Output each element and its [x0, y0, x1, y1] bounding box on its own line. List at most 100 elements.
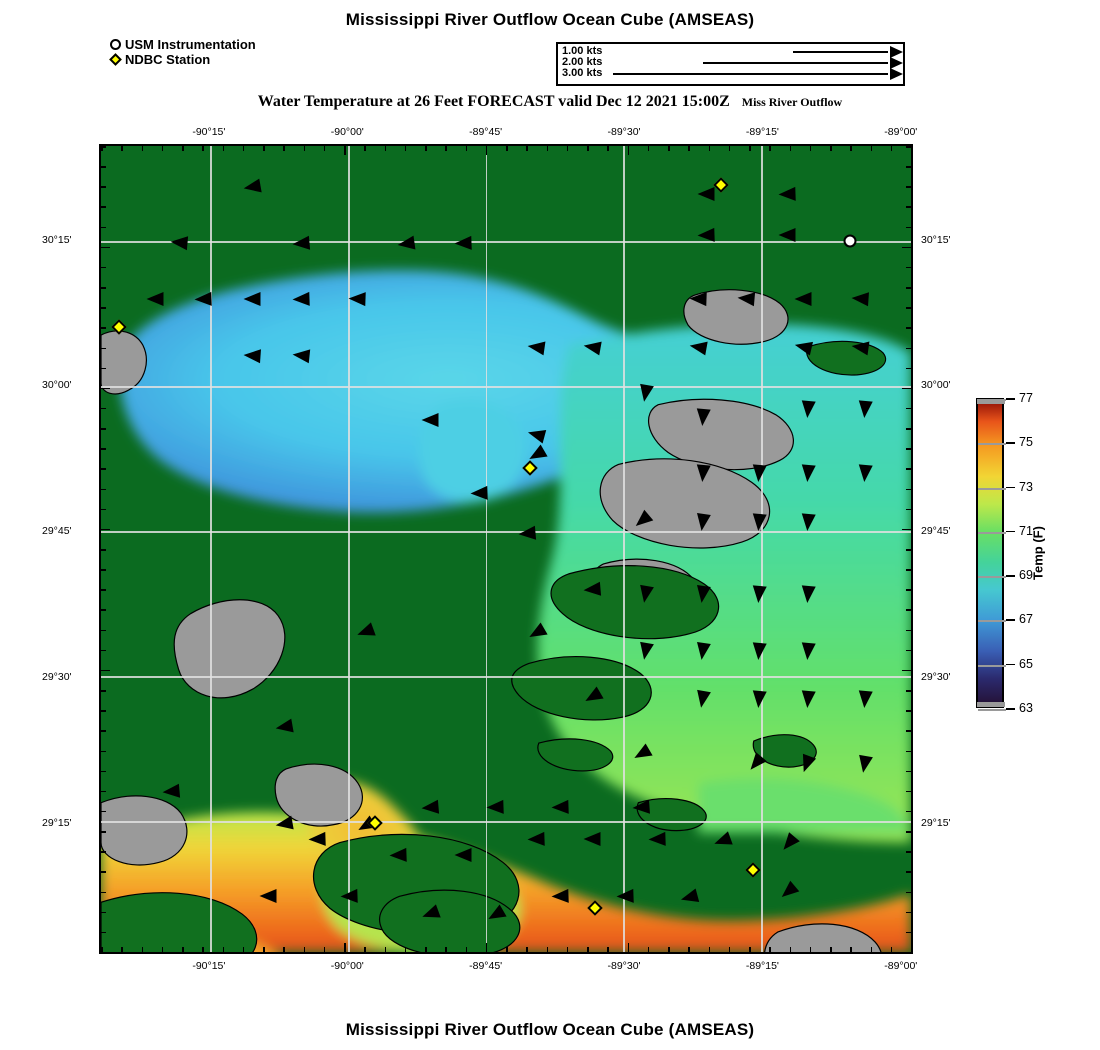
colorbar-label-77: 77	[1019, 391, 1033, 405]
map-tick-right-14	[906, 428, 911, 430]
map-tick-bottom-3	[161, 947, 164, 952]
map-tick-left-33	[101, 810, 106, 813]
colorbar-tickmark-65	[1006, 663, 1015, 666]
lat-label-left-3: 29°30'	[42, 670, 72, 683]
lat-label-right-1: 30°00'	[921, 379, 951, 392]
current-vector-arrow	[636, 383, 654, 403]
lat-label-right-2: 29°45'	[921, 525, 951, 538]
current-vector-arrow	[583, 832, 601, 847]
current-vector-arrow	[259, 888, 277, 903]
map-tick-bottom-15	[404, 947, 407, 952]
lon-label-top-4: -89°15'	[745, 126, 779, 138]
page-title: Mississippi River Outflow Ocean Cube (AM…	[345, 10, 755, 29]
gridline-lat-3000	[101, 386, 911, 388]
gridline-lon-8945	[485, 146, 488, 952]
map-tick-top-11	[323, 146, 326, 151]
map-tick-right-1	[906, 166, 911, 168]
map-tick-top-29	[688, 146, 690, 151]
colorbar-tickline-63	[978, 709, 1006, 711]
map-tick-left-36	[101, 871, 106, 873]
map-tick-top-30	[708, 146, 710, 151]
map-tick-top-15	[404, 146, 407, 151]
current-vector-arrow	[648, 832, 666, 847]
map-tick-right-39	[906, 931, 911, 934]
lat-label-left-0: 30°15'	[42, 233, 72, 246]
current-vector-arrow	[800, 642, 816, 661]
current-vector-arrow	[687, 338, 708, 355]
current-vector-arrow	[694, 585, 711, 605]
current-vector-arrow	[146, 292, 164, 307]
current-vector-arrow	[850, 338, 869, 355]
current-vector-arrow	[697, 187, 715, 202]
current-vector-arrow	[688, 291, 707, 307]
map-tick-right-22	[906, 589, 911, 591]
map-tick-right-23	[906, 609, 911, 611]
forecast-map[interactable]	[99, 144, 913, 954]
map-tick-left-35	[101, 851, 106, 853]
map-tick-top-9	[283, 146, 285, 151]
colorbar-tickline-69	[978, 576, 1006, 579]
map-tick-bottom-11	[323, 947, 326, 952]
current-vector-arrow	[340, 888, 358, 904]
map-tick-top-7	[242, 146, 245, 151]
map-tick-left-34	[101, 831, 106, 833]
map-tick-right-11	[906, 367, 911, 370]
map-tick-left-20	[101, 549, 106, 551]
current-vector-arrow	[636, 585, 654, 605]
gridline-lon-8930	[623, 146, 625, 952]
map-tick-top-3	[161, 146, 164, 151]
legend-item-ndbc: NDBC Station	[109, 52, 256, 67]
map-tick-right-25	[906, 649, 911, 652]
current-vector-arrow	[194, 292, 213, 307]
current-vector-arrow	[291, 235, 310, 251]
map-tick-bottom-21	[526, 947, 528, 952]
map-tick-left-37	[101, 891, 106, 894]
map-tick-left-27	[101, 690, 106, 692]
map-tick-bottom-37	[850, 947, 852, 952]
map-tick-left-15	[101, 448, 106, 450]
map-tick-bottom-14	[384, 947, 386, 952]
velocity-scale-label-3: 3.00 kts	[562, 67, 603, 79]
map-tick-bottom-40	[911, 947, 913, 952]
velocity-scale-row-3: 3.00 kts	[558, 67, 903, 80]
colorbar-tickmark-77	[1006, 398, 1015, 400]
map-tick-top-33	[769, 146, 771, 151]
current-vector-arrow	[291, 292, 310, 307]
current-vector-arrow	[800, 464, 816, 483]
current-vector-arrow	[696, 227, 715, 243]
map-tick-right-7	[906, 287, 911, 289]
map-tick-left-21	[101, 569, 106, 571]
map-tick-bottom-27	[647, 947, 650, 952]
map-tick-bottom-6	[222, 947, 224, 952]
map-tick-top-38	[870, 146, 872, 151]
map-tick-right-30	[906, 750, 911, 752]
map-tick-top-23	[566, 146, 569, 151]
map-tick-bottom-31	[728, 947, 731, 952]
velocity-arrow-shaft-3	[613, 73, 888, 75]
lon-label-top-3: -89°30'	[607, 126, 641, 138]
current-vector-arrow	[615, 888, 634, 904]
map-tick-left-23	[101, 609, 106, 611]
map-tick-bottom-9	[283, 947, 285, 952]
map-tick-right-2	[906, 186, 911, 188]
colorbar-gradient	[976, 398, 1006, 711]
gridline-lon-9000	[348, 146, 350, 952]
velocity-scale-label-2: 2.00 kts	[562, 56, 603, 68]
map-tick-top-28	[668, 146, 670, 151]
map-tick-right-0	[906, 146, 911, 148]
current-vector-arrow	[453, 235, 472, 251]
map-tick-right-24	[906, 629, 911, 632]
current-vector-arrow	[856, 400, 873, 419]
colorbar-label-69: 69	[1019, 568, 1033, 583]
forecast-subtitle: Water Temperature at 26 Feet FORECAST va…	[0, 93, 1100, 111]
current-vector-arrow	[243, 347, 261, 363]
current-vector-arrow	[636, 641, 654, 661]
current-vector-arrow	[694, 512, 711, 532]
current-vector-arrow	[161, 783, 181, 799]
usm-instrumentation-marker[interactable]	[843, 234, 857, 248]
velocity-arrow-shaft-1	[793, 51, 888, 53]
current-vector-arrow	[800, 513, 816, 532]
map-tick-right-37	[906, 891, 911, 894]
map-tick-top-21	[526, 146, 528, 151]
map-tick-bottom-30	[708, 947, 710, 952]
